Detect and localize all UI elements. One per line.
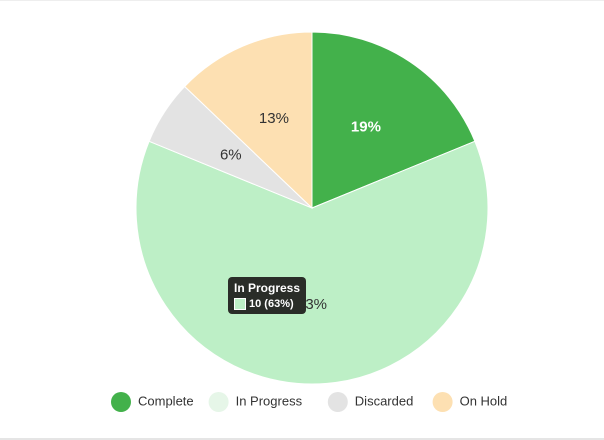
tooltip-row: 10 (63%) — [234, 298, 300, 310]
tooltip-swatch — [234, 298, 246, 310]
slice-label: 6% — [220, 146, 242, 163]
legend-label: In Progress — [236, 393, 303, 408]
legend-label: On Hold — [460, 393, 508, 408]
pie-slice — [311, 31, 476, 209]
legend-swatch — [208, 392, 229, 412]
legend-item[interactable]: In Progress — [208, 392, 303, 412]
legend-label: Complete — [138, 393, 194, 408]
tooltip-text: 10 (63%) — [249, 298, 294, 310]
tooltip-title: In Progress — [234, 281, 301, 295]
legend-swatch — [327, 392, 348, 412]
legend-swatch — [111, 392, 131, 412]
legend-swatch — [432, 392, 453, 412]
slice-label: 19% — [351, 119, 381, 136]
legend-item[interactable]: Complete — [111, 392, 194, 412]
pie-slice — [183, 31, 313, 210]
slice-label: 13% — [259, 110, 289, 127]
tooltip: In Progress 10 (63%) — [228, 277, 307, 314]
legend-item[interactable]: Discarded — [327, 392, 414, 412]
pie-slice — [135, 140, 489, 385]
legend-item[interactable]: On Hold — [432, 392, 508, 412]
legend-label: Discarded — [355, 393, 414, 408]
